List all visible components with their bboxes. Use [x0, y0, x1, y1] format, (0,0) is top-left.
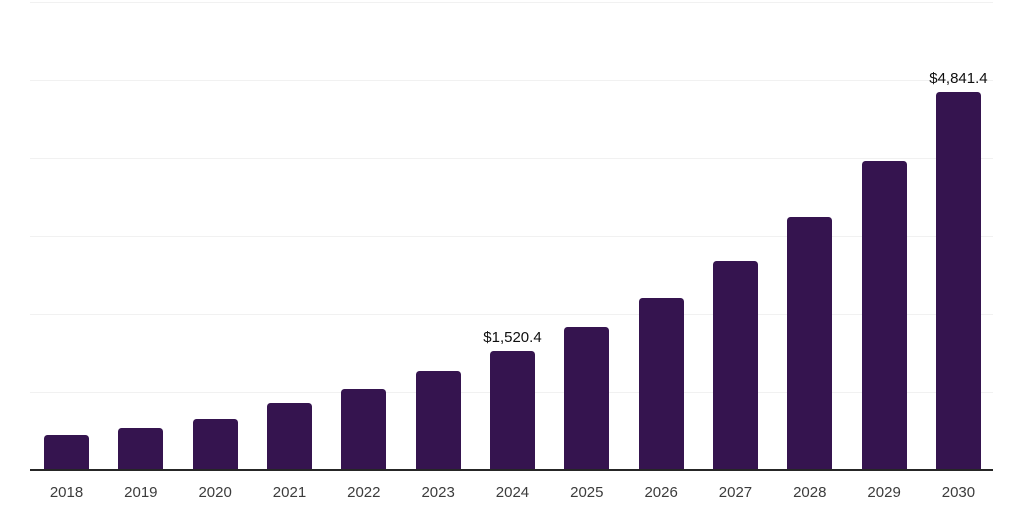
x-tick-label: 2028	[793, 484, 827, 501]
x-axis-line	[30, 469, 993, 471]
x-tick-label: 2030	[941, 484, 976, 501]
bar-value-label: $4,841.4	[929, 70, 988, 88]
bar	[118, 427, 164, 470]
gridline	[30, 80, 993, 81]
bar	[44, 435, 89, 470]
bar	[712, 260, 758, 470]
gridline	[30, 314, 993, 315]
bar-slot: $1,520.4	[483, 2, 542, 470]
bar-slot	[415, 2, 461, 470]
bar-slot	[638, 2, 684, 470]
bar	[192, 419, 238, 470]
bar-slot	[861, 2, 907, 470]
bar-value-label: $1,520.4	[483, 329, 542, 347]
bar	[787, 216, 833, 470]
bar	[415, 370, 461, 470]
x-tick-label: 2024	[495, 484, 530, 501]
x-axis-labels: 2018 2019 2020 2021 2022 2023 2024 2025 2026 2027…	[44, 483, 981, 503]
bar	[861, 161, 907, 470]
bar	[638, 298, 684, 470]
x-tick-label: 2018	[49, 484, 84, 501]
bar-slot	[787, 2, 833, 470]
x-tick-label: 2021	[272, 484, 307, 501]
bar	[935, 92, 981, 470]
bar	[341, 388, 387, 470]
bar-slot: $4,841.4	[929, 2, 988, 470]
x-tick-label: 2027	[718, 484, 753, 501]
bar	[564, 326, 610, 470]
x-tick-label: 2029	[867, 484, 901, 501]
bar-slot	[192, 2, 238, 470]
bar-slot	[712, 2, 758, 470]
gridline	[30, 158, 993, 159]
bar-slot	[266, 2, 312, 470]
gridline	[30, 236, 993, 237]
gridline	[30, 2, 993, 3]
plot-area: $1,520.4 $4,841.4	[30, 2, 993, 471]
x-tick-label: 2025	[570, 484, 604, 501]
x-tick-label: 2022	[347, 484, 381, 501]
x-tick-label: 2023	[421, 484, 455, 501]
bar	[489, 351, 535, 470]
bar-slot	[564, 2, 610, 470]
bar-slot	[44, 2, 89, 470]
bar-slot	[341, 2, 387, 470]
x-tick-label: 2020	[198, 484, 232, 501]
bar	[266, 402, 312, 470]
bar-slot	[118, 2, 164, 470]
x-tick-label: 2019	[124, 484, 158, 501]
bars-row: $1,520.4 $4,841.4	[44, 2, 988, 470]
x-tick-label: 2026	[644, 484, 678, 501]
